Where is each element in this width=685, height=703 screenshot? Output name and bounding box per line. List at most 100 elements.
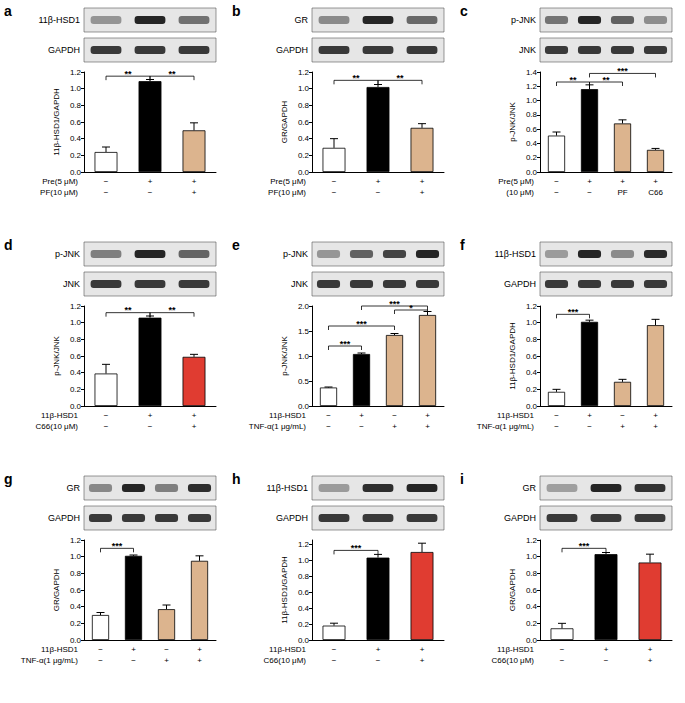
svg-text:GAPDH: GAPDH — [48, 45, 80, 55]
svg-text:0.8: 0.8 — [298, 101, 310, 110]
svg-text:1.2: 1.2 — [526, 302, 538, 311]
svg-text:1.0: 1.0 — [70, 552, 82, 561]
svg-text:p-JNK: p-JNK — [511, 15, 536, 25]
svg-text:p-JNK: p-JNK — [55, 249, 80, 259]
svg-text:**: ** — [168, 305, 176, 315]
svg-text:0.0: 0.0 — [526, 168, 538, 177]
svg-text:0.8: 0.8 — [70, 569, 82, 578]
svg-text:Pre(5 μM): Pre(5 μM) — [270, 177, 306, 186]
svg-text:0.0: 0.0 — [70, 168, 82, 177]
svg-text:0.6: 0.6 — [70, 352, 82, 361]
svg-text:1.0: 1.0 — [298, 556, 310, 565]
svg-text:a: a — [4, 3, 12, 19]
svg-text:+: + — [420, 645, 425, 654]
svg-text:+: + — [620, 177, 625, 186]
svg-text:C66(10 μM): C66(10 μM) — [36, 422, 79, 431]
svg-text:***: *** — [579, 541, 590, 551]
svg-text:0.8: 0.8 — [70, 101, 82, 110]
svg-text:1.2: 1.2 — [298, 68, 310, 77]
svg-text:+: + — [420, 177, 425, 186]
svg-text:0.8: 0.8 — [526, 110, 538, 119]
svg-text:0.2: 0.2 — [70, 385, 82, 394]
svg-text:+: + — [653, 411, 658, 420]
svg-text:0.0: 0.0 — [70, 402, 82, 411]
svg-text:11β-HSD1: 11β-HSD1 — [266, 483, 308, 493]
svg-text:+: + — [425, 411, 430, 420]
svg-text:0.2: 0.2 — [298, 620, 310, 629]
svg-text:+: + — [131, 645, 136, 654]
svg-text:0.4: 0.4 — [526, 368, 538, 377]
svg-text:C66(10 μM): C66(10 μM) — [264, 656, 307, 665]
svg-text:+: + — [420, 188, 425, 197]
svg-text:−: − — [104, 422, 109, 431]
svg-text:**: ** — [124, 69, 132, 79]
svg-text:−: − — [326, 422, 331, 431]
svg-text:+: + — [192, 422, 197, 431]
svg-text:g: g — [4, 471, 13, 487]
svg-text:**: ** — [569, 75, 577, 85]
svg-text:**: ** — [124, 305, 132, 315]
svg-text:+: + — [376, 177, 381, 186]
svg-text:***: *** — [617, 66, 628, 76]
svg-text:GR/GAPDH: GR/GAPDH — [52, 568, 61, 611]
svg-text:−: − — [554, 411, 559, 420]
svg-text:11β-HSD1: 11β-HSD1 — [41, 411, 78, 420]
svg-text:i: i — [460, 471, 464, 487]
svg-text:0.8: 0.8 — [298, 572, 310, 581]
svg-text:0.4: 0.4 — [70, 602, 82, 611]
svg-text:−: − — [164, 645, 169, 654]
svg-text:0.2: 0.2 — [526, 619, 538, 628]
svg-text:Pre(5 μM): Pre(5 μM) — [498, 177, 534, 186]
svg-text:0.0: 0.0 — [526, 636, 538, 645]
svg-text:0.6: 0.6 — [298, 588, 310, 597]
svg-text:Pre(5 μM): Pre(5 μM) — [42, 177, 78, 186]
svg-text:2.0: 2.0 — [298, 302, 310, 311]
svg-text:0.4: 0.4 — [70, 368, 82, 377]
svg-text:(10 μM): (10 μM) — [506, 188, 534, 197]
svg-text:**: ** — [602, 75, 610, 85]
svg-text:−: − — [560, 656, 565, 665]
svg-text:0.0: 0.0 — [526, 402, 538, 411]
svg-text:11β-HSD1: 11β-HSD1 — [497, 411, 534, 420]
svg-text:−: − — [376, 656, 381, 665]
svg-text:p-JNK: p-JNK — [283, 249, 308, 259]
svg-text:−: − — [332, 645, 337, 654]
svg-text:e: e — [232, 237, 240, 253]
svg-text:−: − — [104, 177, 109, 186]
svg-text:0.2: 0.2 — [70, 151, 82, 160]
svg-text:−: − — [131, 656, 136, 665]
svg-text:+: + — [653, 422, 658, 431]
svg-text:GR/GAPDH: GR/GAPDH — [280, 100, 289, 143]
svg-text:GAPDH: GAPDH — [504, 279, 536, 289]
svg-text:+: + — [148, 177, 153, 186]
svg-text:0.6: 0.6 — [70, 118, 82, 127]
svg-text:***: *** — [356, 319, 367, 329]
svg-text:GR: GR — [67, 483, 81, 493]
svg-text:JNK: JNK — [519, 45, 536, 55]
svg-text:+: + — [653, 177, 658, 186]
svg-text:GR: GR — [523, 483, 537, 493]
svg-text:−: − — [560, 645, 565, 654]
svg-text:0.6: 0.6 — [298, 118, 310, 127]
svg-text:1.2: 1.2 — [70, 536, 82, 545]
svg-text:11β-HSD1: 11β-HSD1 — [497, 645, 534, 654]
svg-text:1.0: 1.0 — [526, 96, 538, 105]
svg-text:0.0: 0.0 — [298, 636, 310, 645]
svg-text:1.0: 1.0 — [70, 318, 82, 327]
svg-text:+: + — [587, 177, 592, 186]
svg-text:11β-HSD1/GAPDH: 11β-HSD1/GAPDH — [280, 556, 289, 624]
svg-text:−: − — [587, 422, 592, 431]
svg-text:f: f — [460, 237, 465, 253]
svg-text:0.2: 0.2 — [70, 619, 82, 628]
svg-text:***: *** — [351, 543, 362, 553]
svg-text:−: − — [554, 422, 559, 431]
svg-text:0.4: 0.4 — [298, 604, 310, 613]
svg-text:1.2: 1.2 — [526, 536, 538, 545]
svg-text:11β-HSD1: 11β-HSD1 — [269, 645, 306, 654]
svg-text:0.2: 0.2 — [526, 385, 538, 394]
svg-text:1.4: 1.4 — [526, 68, 538, 77]
svg-text:−: − — [587, 188, 592, 197]
svg-text:1.0: 1.0 — [298, 84, 310, 93]
svg-text:0.4: 0.4 — [70, 134, 82, 143]
svg-text:0.4: 0.4 — [526, 139, 538, 148]
